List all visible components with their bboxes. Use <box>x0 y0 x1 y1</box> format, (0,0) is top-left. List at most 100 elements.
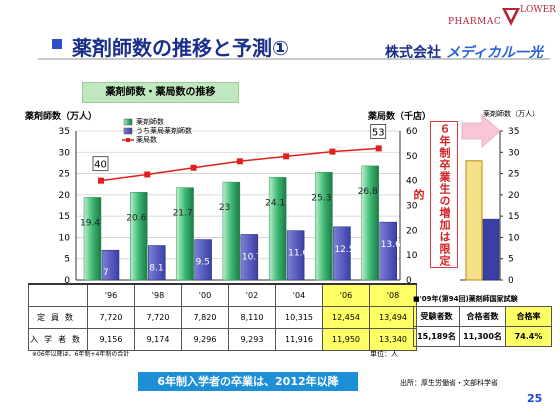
bar-pharmacy-pharmacists <box>194 239 212 281</box>
table-cell: 11,916 <box>275 328 323 351</box>
line-point-pharmacies <box>190 164 197 171</box>
table-header-cell: '08 <box>369 283 417 307</box>
bar-label-pharmacy-pharmacists: 13.6 <box>381 240 401 250</box>
left-tick-label: 15 <box>59 212 70 222</box>
left-tick-label: 0 <box>64 276 70 286</box>
bar-pharmacy-pharmacists <box>286 230 305 281</box>
legend-swatch <box>123 127 133 135</box>
logo-text-2: LOWER <box>520 5 556 15</box>
line-point-pharmacies <box>283 153 290 160</box>
projection-tick-label: 30 <box>508 148 520 158</box>
exam-title: ■'09年(第94回)薬剤師国家試験 <box>413 295 518 303</box>
bar-pharmacists <box>176 187 194 281</box>
bar-pharmacists <box>83 197 102 281</box>
bar-pharmacists <box>268 177 287 281</box>
bar-pharmacy-pharmacists <box>101 249 120 281</box>
projection-tick-label: 10 <box>508 233 520 243</box>
line-label-box <box>92 156 109 172</box>
exam-value-cell: 11,300名 <box>459 326 506 347</box>
bar-pharmacy-pharmacists <box>333 226 351 281</box>
bar-label-pharmacy-pharmacists: 12.5 <box>334 245 354 255</box>
line-point-pharmacies <box>98 177 104 184</box>
right-tick-label: 30 <box>406 202 418 212</box>
exam-value-cell: 15,189名 <box>413 326 460 347</box>
unit-note: 単位：人 <box>370 350 398 358</box>
bar-label-pharmacists: 24.1 <box>265 198 285 208</box>
right-tick-label: 10 <box>406 251 418 261</box>
company-brand: メディカル一光 <box>445 45 543 61</box>
exam-header-cell: 合格者数 <box>459 306 506 327</box>
projection-tick-label: 25 <box>508 170 519 180</box>
projection-tick-label: 15 <box>508 212 519 222</box>
table-header-cell: '98 <box>134 283 182 307</box>
legend-marker <box>126 138 130 142</box>
exam-table: 受験者数 合格者数 合格率 15,189名 11,300名 74.4% <box>413 306 552 347</box>
table-cell: 7,720 <box>87 306 135 329</box>
table-header-row: '96 '98 '00 '02 '04 '06 '08 <box>28 283 417 307</box>
bar-pharmacists <box>361 165 379 281</box>
far-right-axis-title: 薬剤師数（万人） <box>483 110 539 118</box>
right-tick-label: 0 <box>406 276 412 286</box>
projection-tick-label: 0 <box>508 276 514 286</box>
left-tick-label: 10 <box>59 233 71 243</box>
bar-pharmacy-pharmacists <box>148 245 166 281</box>
legend-label: 薬剤師数 <box>136 117 164 126</box>
table-header-cell: '06 <box>322 283 370 307</box>
exam-value-row: 15,189名 11,300名 74.4% <box>413 326 552 347</box>
line-label: 40 <box>94 160 107 171</box>
table-header-cell: '00 <box>181 283 229 307</box>
title-rule <box>38 58 550 60</box>
line-point-pharmacies <box>329 148 336 155</box>
projection-bar-pharmacists <box>465 160 483 281</box>
source-note: 出所：厚生労働省・文部科学省 <box>400 379 498 387</box>
table-cell: 9,293 <box>228 328 276 351</box>
bar-label-pharmacists: 25.3 <box>311 193 331 203</box>
company-prefix: 株式会社 <box>385 45 441 61</box>
bar-label-pharmacy-pharmacists: 10.7 <box>242 252 262 262</box>
left-tick-label: 20 <box>59 191 71 201</box>
legend-label: 薬局数 <box>136 135 157 144</box>
right-axis-title: 薬局数（千店） <box>368 112 432 122</box>
bar-label-pharmacists: 21.7 <box>173 209 193 219</box>
table-cell: 8,110 <box>228 306 276 329</box>
table-header-cell: '96 <box>87 283 135 307</box>
logo-text: PHARMAC <box>448 17 502 27</box>
table-cell: 9,174 <box>134 328 182 351</box>
projection-tick-label: 5 <box>508 255 514 265</box>
footnote: ※06年以降は、6年制+4年制の合計 <box>32 351 130 358</box>
bar-label-pharmacy-pharmacists: 8.1 <box>149 264 163 274</box>
line-label-box <box>370 123 387 139</box>
bar-label-pharmacy-pharmacists: 9.5 <box>196 258 210 268</box>
note-vertical: ６年制卒業生の増加は限定的 <box>412 121 458 268</box>
bar-label-pharmacists: 26.8 <box>358 187 378 197</box>
exam-value-cell: 74.4% <box>505 326 552 347</box>
bar-label-pharmacists: 20.6 <box>126 213 146 223</box>
slide-title: 薬剤師数の推移と予測① <box>72 36 289 60</box>
table-cell: 9,156 <box>87 328 135 351</box>
table-cell: 7,720 <box>134 306 182 329</box>
bar-label-pharmacy-pharmacists: 7 <box>103 268 109 278</box>
title-bullet <box>52 39 62 49</box>
company-name: 株式会社 メディカル一光 <box>385 42 543 62</box>
left-axis-title: 薬剤師数（万人） <box>25 112 98 122</box>
projection-bar-pharmacy-pharmacists <box>482 218 500 281</box>
right-tick-label: 20 <box>406 226 418 236</box>
table-cell: 11,950 <box>322 328 370 351</box>
line-point-pharmacies <box>144 171 151 178</box>
table-row: 定員数 7,720 7,720 7,820 8,110 10,315 12,45… <box>28 306 417 329</box>
row-label: 定員数 <box>28 306 88 329</box>
table-cell: 12,454 <box>322 306 370 329</box>
table-cell: 10,315 <box>275 306 323 329</box>
line-pharmacies <box>100 147 379 182</box>
highlight-banner: 6年制入学者の卒業は、2012年以降 <box>138 372 358 391</box>
bar-pharmacists <box>315 172 333 281</box>
row-label: 入学者数 <box>28 328 88 351</box>
chart-figure: 05101520253035010203040506019.4720.68.12… <box>59 114 520 286</box>
table-corner <box>28 283 88 307</box>
bar-pharmacists <box>222 181 241 281</box>
exam-header-row: 受験者数 合格者数 合格率 <box>413 306 552 327</box>
table-cell: 13,340 <box>369 328 417 351</box>
right-tick-label: 40 <box>406 177 418 187</box>
left-tick-label: 35 <box>59 127 70 137</box>
page-number: 25 <box>527 392 543 405</box>
